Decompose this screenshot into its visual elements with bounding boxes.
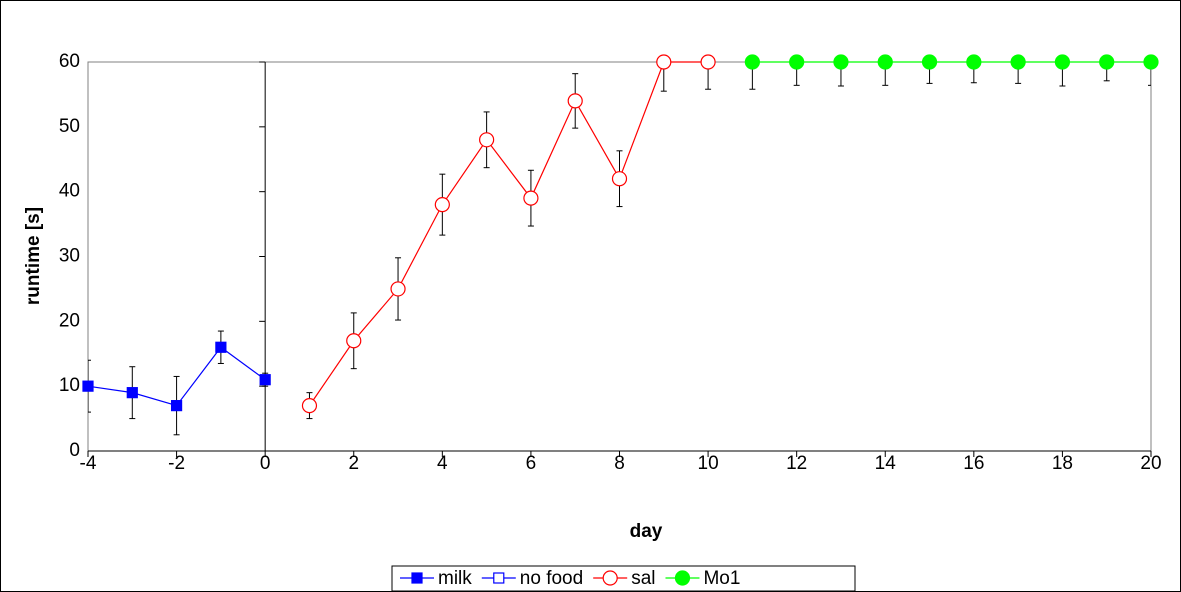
legend-label: sal	[631, 568, 655, 589]
point	[390, 281, 406, 297]
x-tick-label: 8	[614, 453, 625, 474]
point	[656, 54, 672, 70]
legend-marker	[602, 570, 618, 586]
y-tick-label: 60	[59, 51, 80, 72]
point	[567, 93, 583, 109]
x-tick-label: -4	[80, 453, 97, 474]
x-tick-label: 6	[526, 453, 537, 474]
point	[434, 197, 450, 213]
point	[1054, 54, 1071, 70]
point	[523, 190, 539, 206]
point	[82, 380, 94, 392]
x-tick-label: 20	[1140, 453, 1161, 474]
x-tick-label: 4	[437, 453, 448, 474]
point	[611, 171, 628, 187]
x-tick-label: 12	[786, 453, 807, 474]
point	[700, 54, 716, 70]
point	[215, 341, 227, 353]
x-tick-label: 2	[348, 453, 359, 474]
point	[1099, 54, 1115, 70]
x-tick-label: 16	[963, 453, 984, 474]
y-tick-label: 0	[69, 440, 80, 461]
point	[966, 54, 982, 70]
legend-label: milk	[438, 568, 472, 589]
x-tick-label: 14	[875, 453, 897, 474]
series-line	[308, 61, 709, 406]
legend-label: Mo1	[703, 568, 740, 589]
legend-label: no food	[520, 568, 583, 589]
point	[1010, 54, 1026, 70]
x-axis-label: day	[630, 521, 663, 542]
y-tick-label: 50	[59, 116, 80, 137]
y-axis-label: runtime [s]	[23, 207, 44, 305]
point	[126, 387, 138, 399]
x-tick-label: -2	[168, 453, 185, 474]
y-tick-label: 30	[59, 246, 80, 267]
x-tick-label: 0	[260, 453, 271, 474]
point	[744, 54, 760, 70]
y-tick-label: 40	[59, 181, 80, 202]
point	[789, 54, 805, 70]
legend-marker	[674, 570, 691, 586]
point	[170, 400, 183, 412]
legend-marker	[411, 572, 423, 584]
point	[479, 132, 495, 148]
point	[1143, 54, 1159, 70]
x-tick-label: 10	[698, 453, 719, 474]
point	[346, 333, 362, 349]
y-tick-label: 10	[59, 375, 80, 396]
point	[301, 398, 318, 414]
point	[921, 54, 938, 70]
legend-marker	[493, 572, 505, 584]
x-tick-label: 18	[1052, 453, 1073, 474]
point	[259, 374, 271, 386]
y-tick-label: 20	[59, 310, 80, 331]
point	[877, 54, 893, 70]
point	[833, 54, 849, 70]
